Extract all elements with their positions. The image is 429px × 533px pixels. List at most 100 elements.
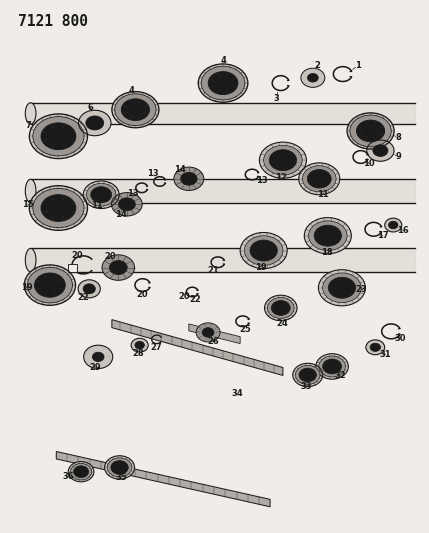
Ellipse shape	[33, 117, 84, 156]
Text: 23: 23	[355, 285, 367, 294]
Text: 34: 34	[231, 389, 243, 398]
Ellipse shape	[198, 64, 248, 102]
Ellipse shape	[370, 343, 381, 351]
Ellipse shape	[115, 94, 156, 126]
Ellipse shape	[112, 192, 142, 216]
Text: 4: 4	[128, 85, 134, 94]
Text: 27: 27	[150, 343, 162, 352]
Ellipse shape	[109, 261, 127, 274]
Text: 32: 32	[335, 371, 347, 380]
Text: 17: 17	[377, 231, 388, 240]
Ellipse shape	[91, 187, 112, 203]
Ellipse shape	[240, 232, 287, 269]
Ellipse shape	[29, 114, 88, 159]
Ellipse shape	[328, 277, 356, 298]
Ellipse shape	[314, 225, 341, 246]
Ellipse shape	[276, 304, 286, 312]
Ellipse shape	[318, 270, 366, 306]
Text: 33: 33	[301, 382, 312, 391]
Ellipse shape	[25, 248, 36, 272]
Ellipse shape	[257, 245, 271, 256]
Ellipse shape	[196, 323, 220, 342]
Ellipse shape	[48, 200, 69, 216]
Ellipse shape	[181, 172, 197, 185]
Text: 22: 22	[189, 295, 201, 304]
Ellipse shape	[321, 230, 335, 241]
Ellipse shape	[373, 145, 388, 157]
Ellipse shape	[304, 217, 351, 254]
Ellipse shape	[34, 273, 65, 297]
Text: 14: 14	[115, 211, 127, 220]
Ellipse shape	[366, 340, 385, 355]
Ellipse shape	[27, 268, 73, 303]
Text: 31: 31	[380, 350, 391, 359]
Ellipse shape	[316, 354, 348, 379]
Ellipse shape	[24, 265, 76, 305]
Ellipse shape	[48, 128, 69, 144]
Text: 25: 25	[240, 325, 251, 334]
Text: 22: 22	[78, 293, 90, 302]
Ellipse shape	[121, 99, 149, 120]
Ellipse shape	[107, 458, 132, 477]
Text: 13: 13	[127, 189, 139, 198]
Ellipse shape	[335, 282, 349, 293]
Ellipse shape	[127, 103, 144, 116]
Text: 7121 800: 7121 800	[18, 14, 88, 29]
Ellipse shape	[174, 167, 204, 190]
Ellipse shape	[303, 372, 312, 378]
Polygon shape	[56, 451, 270, 507]
Ellipse shape	[79, 110, 111, 136]
Ellipse shape	[250, 240, 277, 261]
Text: 12: 12	[275, 173, 287, 182]
Text: 9: 9	[396, 152, 401, 161]
Text: 16: 16	[397, 226, 408, 235]
Text: 35: 35	[115, 473, 127, 482]
Text: 20: 20	[104, 253, 116, 261]
Ellipse shape	[308, 74, 318, 82]
Text: 1: 1	[355, 61, 361, 70]
Text: 19: 19	[21, 283, 32, 292]
Ellipse shape	[367, 140, 394, 161]
Ellipse shape	[389, 221, 398, 229]
Ellipse shape	[356, 120, 385, 142]
Text: 11: 11	[317, 190, 329, 199]
Text: 28: 28	[133, 349, 144, 358]
Ellipse shape	[86, 116, 104, 130]
Ellipse shape	[319, 356, 345, 377]
FancyBboxPatch shape	[68, 264, 77, 272]
Ellipse shape	[293, 364, 323, 386]
Ellipse shape	[41, 123, 76, 150]
Ellipse shape	[96, 191, 106, 199]
Text: 20: 20	[71, 252, 83, 260]
Ellipse shape	[25, 103, 36, 124]
Text: 21: 21	[207, 266, 219, 274]
Text: 10: 10	[363, 159, 375, 168]
Ellipse shape	[276, 155, 290, 166]
Ellipse shape	[201, 66, 245, 100]
Ellipse shape	[296, 365, 320, 384]
Ellipse shape	[33, 188, 84, 228]
Ellipse shape	[363, 125, 379, 138]
Ellipse shape	[112, 92, 159, 128]
Ellipse shape	[111, 461, 128, 474]
Ellipse shape	[323, 359, 341, 374]
Ellipse shape	[41, 278, 59, 292]
Ellipse shape	[264, 146, 302, 175]
Text: 8: 8	[396, 133, 401, 142]
Ellipse shape	[269, 150, 296, 171]
Text: 26: 26	[207, 337, 219, 346]
Ellipse shape	[70, 463, 92, 480]
Ellipse shape	[267, 297, 294, 318]
Ellipse shape	[327, 362, 337, 370]
Ellipse shape	[84, 345, 113, 368]
Text: 15: 15	[22, 200, 33, 209]
Text: 29: 29	[89, 363, 100, 372]
Ellipse shape	[135, 341, 145, 349]
Polygon shape	[112, 320, 283, 375]
Text: 30: 30	[395, 334, 406, 343]
Ellipse shape	[118, 198, 135, 211]
Ellipse shape	[385, 218, 402, 232]
Ellipse shape	[245, 236, 283, 265]
Text: 19: 19	[255, 263, 266, 271]
Text: 36: 36	[63, 472, 74, 481]
